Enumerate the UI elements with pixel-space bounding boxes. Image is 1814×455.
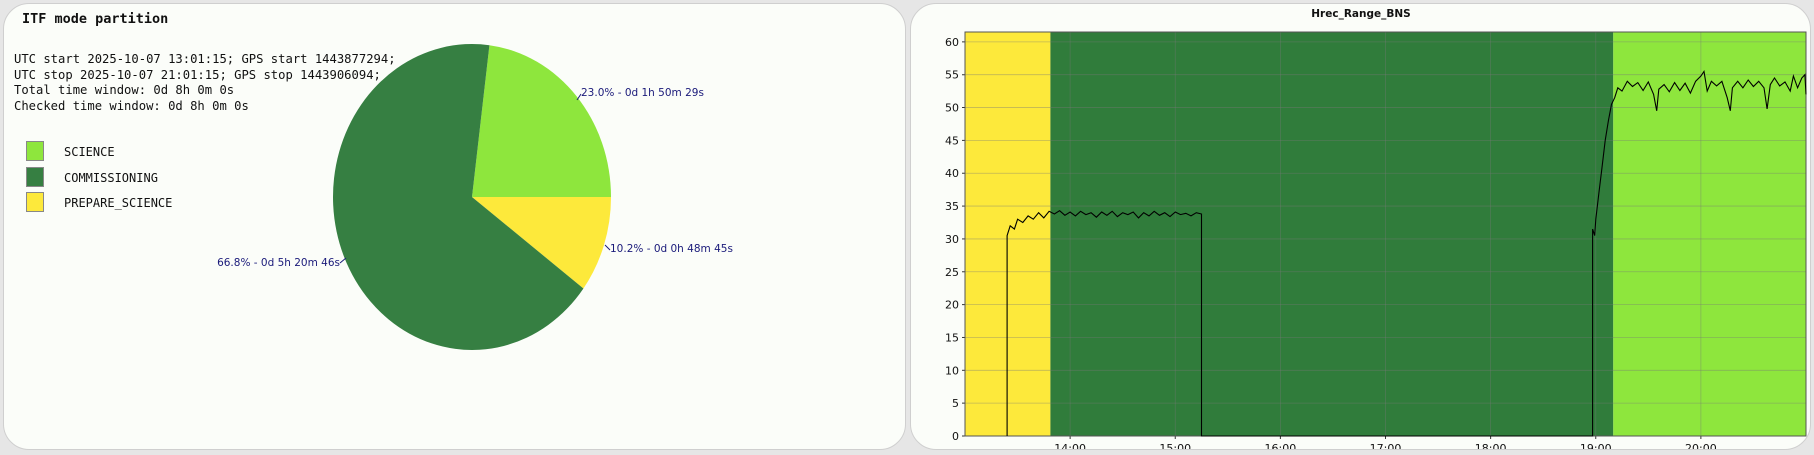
- total-window-line: Total time window: 0d 8h 0m 0s: [14, 83, 235, 98]
- checked-window-line: Checked time window: 0d 8h 0m 0s: [14, 98, 249, 113]
- x-tick-label: 15:00: [1159, 442, 1191, 450]
- y-tick-label: 10: [945, 364, 959, 377]
- y-tick-label: 50: [945, 102, 959, 115]
- y-tick-label: 15: [945, 331, 959, 344]
- utc-start-line: UTC start 2025-10-07 13:01:15; GPS start…: [14, 52, 396, 66]
- y-tick-label: 55: [945, 69, 959, 82]
- legend-label-science: SCIENCE: [64, 145, 115, 159]
- pie-chart: 23.0% - 0d 1h 50m 29s 10.2% - 0d 0h 48m 4…: [217, 44, 733, 350]
- y-tick-label: 20: [945, 299, 959, 312]
- mode-band-science: [1613, 32, 1806, 436]
- x-tick-label: 20:00: [1685, 442, 1717, 450]
- legend-label-commissioning: COMMISSIONING: [64, 170, 158, 185]
- legend-swatch-commissioning: [26, 166, 44, 187]
- line-chart-title: Hrec_Range_BNS: [1311, 8, 1410, 20]
- pie-slice-label-prepare-science: 10.2% - 0d 0h 48m 45s: [610, 243, 733, 255]
- y-tick-label: 25: [945, 266, 959, 279]
- line-chart: Hrec_Range_BNS 0 5 10 15 20 25 30 35 40 45 50 55 60 14…: [945, 8, 1807, 450]
- legend-swatch-science: [26, 141, 44, 161]
- x-tick-label: 14:00: [1054, 442, 1086, 450]
- pie-label-leader-science: [576, 93, 582, 101]
- y-tick-label: 5: [952, 397, 959, 410]
- y-tick-label: 30: [945, 233, 959, 246]
- x-tick-label: 18:00: [1475, 442, 1507, 450]
- y-tick-label: 0: [952, 430, 959, 443]
- pie-chart-title: ITF mode partition: [22, 11, 169, 27]
- pie-label-leader-prepare-science: [604, 244, 611, 251]
- y-tick-label: 60: [945, 36, 959, 49]
- pie-label-leader-commissioning: [339, 257, 347, 264]
- mode-band-commissioning: [1050, 32, 1614, 436]
- legend-label-prepare-science: PREPARE_SCIENCE: [64, 196, 173, 210]
- utc-stop-line: UTC stop 2025-10-07 21:01:15; GPS stop 1…: [14, 67, 381, 82]
- pie-slice-commissioning: [332, 44, 584, 350]
- mode-partition-panel: ITF mode partition UTC start 2025-10-07 …: [3, 3, 906, 450]
- pie-slice-label-commissioning: 66.8% - 0d 5h 20m 46s: [217, 257, 340, 269]
- x-tick-label: 19:00: [1580, 442, 1612, 450]
- y-tick-label: 45: [945, 134, 959, 147]
- y-tick-label: 35: [945, 200, 959, 213]
- pie-slice-prepare-science: [472, 197, 611, 289]
- x-tick-label: 17:00: [1370, 442, 1402, 450]
- hrec-range-panel: Hrec_Range_BNS 0 5 10 15 20 25 30 35 40 45 50 55 60 14…: [910, 3, 1811, 450]
- x-tick-label: 16:00: [1265, 442, 1297, 450]
- pie-slice-label-science: 23.0% - 0d 1h 50m 29s: [581, 87, 704, 99]
- pie-slice-science: [472, 45, 611, 197]
- series-line-0: [1006, 69, 1807, 437]
- legend-swatch-prepare-science: [26, 192, 44, 212]
- y-tick-label: 40: [945, 167, 959, 180]
- time-window-info: UTC start 2025-10-07 13:01:15; GPS start…: [14, 52, 396, 114]
